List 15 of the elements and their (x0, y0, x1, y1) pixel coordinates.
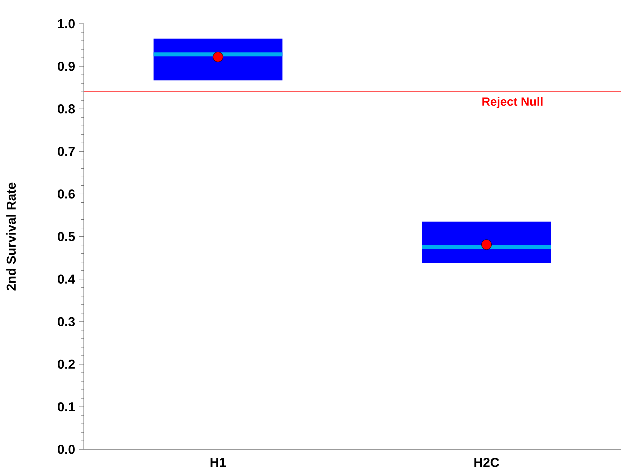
y-tick-label: 0.0 (58, 445, 75, 454)
x-tick-label: H1 (210, 458, 226, 468)
y-axis-title: 2nd Survival Rate (6, 182, 16, 291)
y-tick-label: 0.5 (58, 232, 76, 242)
x-tick-label: H2C (474, 458, 500, 468)
ref-line-label: Reject Null (482, 97, 543, 108)
y-tick-label: 0.3 (58, 317, 76, 327)
y-tick-label: 0.8 (58, 104, 76, 114)
y-tick-label: 1.0 (58, 19, 75, 29)
y-tick-label: 0.4 (58, 274, 76, 284)
y-tick-label: 0.6 (58, 190, 76, 199)
y-tick-label: 0.7 (58, 147, 75, 156)
y-tick-label: 0.1 (58, 402, 76, 412)
y-tick-label: 0.2 (58, 360, 75, 370)
y-tick-label: 0.9 (58, 62, 75, 72)
